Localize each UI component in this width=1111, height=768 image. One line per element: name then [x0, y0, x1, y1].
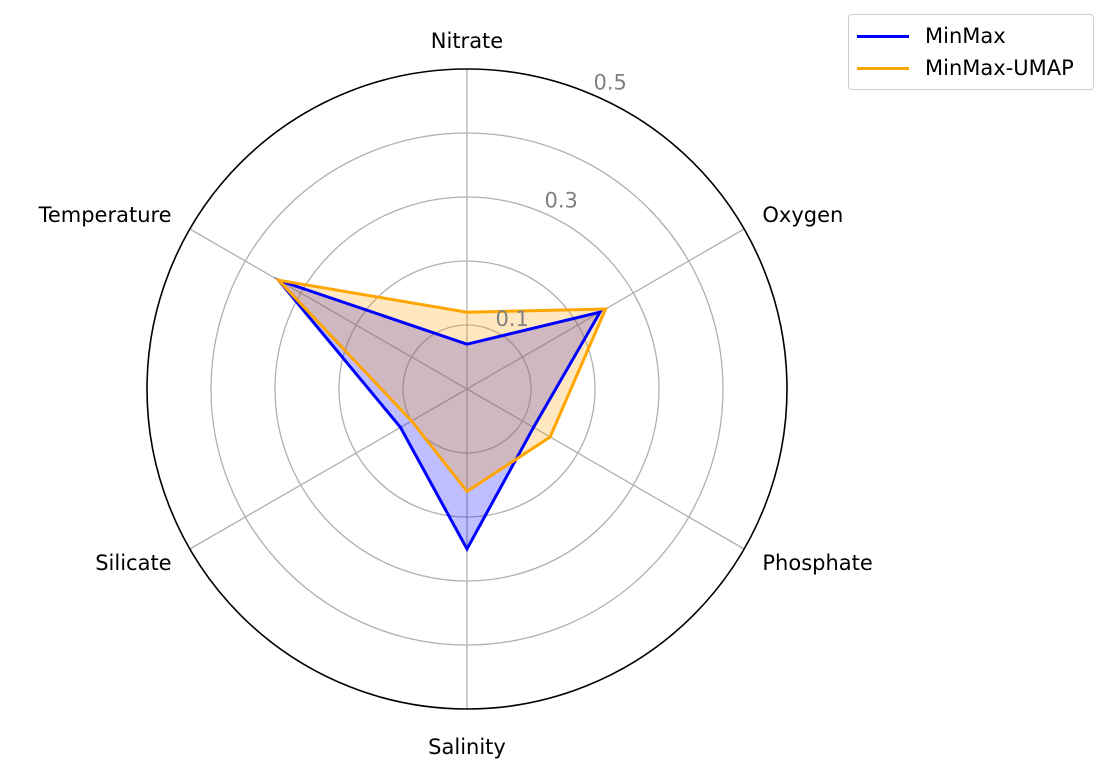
radar-series — [274, 277, 608, 553]
series-fill-minmax — [278, 280, 601, 549]
axis-label-silicate: Silicate — [95, 551, 171, 575]
legend-swatch-minmax-umap — [857, 66, 909, 70]
spoke-phosphate — [466, 388, 745, 550]
series-line-minmax-umap — [274, 277, 608, 494]
legend-label-minmax-umap: MinMax-UMAP — [925, 56, 1074, 80]
grid-ring-3 — [274, 196, 660, 582]
chart-legend: MinMax MinMax-UMAP — [848, 14, 1094, 90]
radar-labels: 0.1 0.3 0.5 Nitrate Oxygen Phosphate Salinity S… — [38, 29, 873, 759]
axis-label-temperature: Temperature — [38, 203, 172, 227]
legend-swatch-minmax — [857, 34, 909, 38]
legend-label-minmax: MinMax — [925, 24, 1006, 48]
axis-label-nitrate: Nitrate — [431, 29, 503, 53]
grid-ring-2 — [338, 260, 596, 518]
grid-ring-1 — [402, 324, 532, 454]
radial-tick-label: 0.5 — [593, 70, 626, 94]
grid-ring-4 — [210, 132, 724, 646]
radial-tick-label: 0.3 — [544, 189, 577, 213]
spoke-temperature — [189, 228, 468, 390]
radial-tick-label: 0.1 — [495, 307, 528, 331]
axis-label-salinity: Salinity — [428, 735, 506, 759]
legend-item-minmax-umap: MinMax-UMAP — [857, 53, 1074, 83]
legend-item-minmax: MinMax — [857, 21, 1006, 51]
radar-grid — [146, 68, 788, 710]
axis-label-phosphate: Phosphate — [762, 551, 872, 575]
series-fill-minmax-umap — [278, 280, 606, 492]
spoke-silicate — [189, 388, 468, 550]
outer-frame — [146, 68, 788, 710]
axis-label-oxygen: Oxygen — [762, 203, 843, 227]
